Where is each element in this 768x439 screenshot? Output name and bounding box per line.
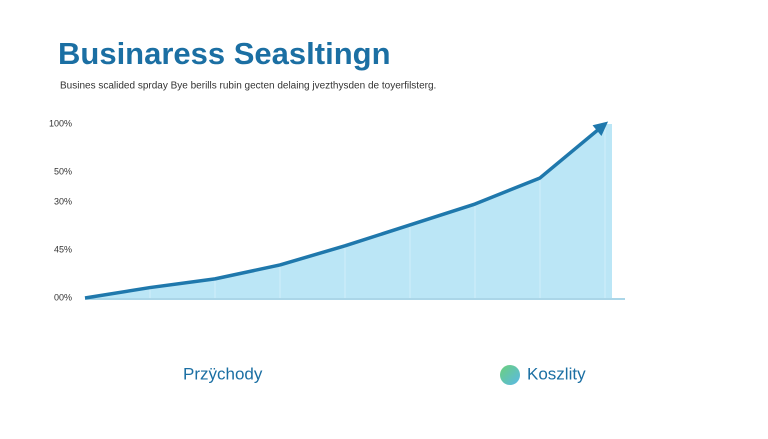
chart-subtitle: Busines scalided sprday Bye berills rubi… [60, 81, 436, 92]
y-axis-label: 00% [54, 292, 72, 302]
area-fill [85, 124, 612, 298]
y-axis-label: 45% [54, 244, 72, 254]
y-axis-label: 30% [54, 196, 72, 206]
y-axis-label: 100% [49, 118, 72, 128]
legend-icon [500, 365, 520, 385]
chart-title: Businaress Seasltingn [58, 36, 391, 71]
line [84, 122, 607, 300]
legend-label: Przÿchody [183, 364, 263, 383]
y-axis-label: 50% [54, 166, 72, 176]
arrow-head [592, 121, 609, 137]
legend-label: Koszlity [527, 364, 586, 383]
